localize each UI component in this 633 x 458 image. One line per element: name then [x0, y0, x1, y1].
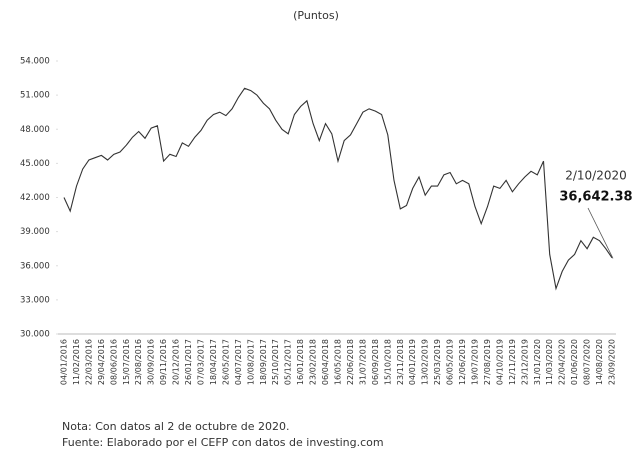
note: Nota: Con datos al 2 de octubre de 2020. [62, 420, 289, 433]
x-tick-label: 08/06/2016 [109, 339, 118, 385]
x-tick-label: 14/08/2020 [595, 339, 604, 385]
x-tick-label: 26/05/2017 [221, 339, 230, 385]
x-tick-label: 20/12/2016 [172, 339, 181, 385]
y-tick-label: 48.000 [20, 125, 50, 135]
chart-title: (Puntos) [293, 9, 339, 22]
y-tick-label: 51.000 [20, 91, 50, 101]
x-tick-label: 23/09/2020 [608, 339, 617, 385]
x-tick-label: 04/01/2019 [408, 339, 417, 385]
x-tick-label: 26/01/2017 [184, 339, 193, 385]
x-tick-label: 22/06/2018 [346, 339, 355, 385]
x-tick-label: 06/04/2018 [321, 339, 330, 385]
x-tick-label: 09/11/2016 [159, 339, 168, 385]
x-tick-label: 04/01/2016 [60, 339, 69, 385]
annotation-arrow [587, 207, 614, 259]
y-tick-label: 45.000 [20, 159, 50, 169]
x-tick-label: 23/11/2018 [396, 339, 405, 385]
x-tick-label: 23/12/2019 [520, 339, 529, 385]
x-tick-label: 31/01/2020 [533, 339, 542, 385]
x-tick-label: 18/09/2017 [259, 339, 268, 385]
x-tick-label: 11/02/2016 [72, 339, 81, 385]
x-tick-label: 01/06/2020 [570, 339, 579, 385]
x-tick-label: 23/02/2018 [309, 339, 318, 385]
y-tick-label: 36.000 [20, 261, 50, 271]
y-tick-label: 54.000 [20, 57, 50, 67]
x-tick-label: 25/03/2019 [433, 339, 442, 385]
x-tick-label: 31/07/2018 [358, 339, 367, 385]
x-tick-label: 06/05/2019 [446, 339, 455, 385]
x-tick-label: 16/01/2018 [296, 339, 305, 385]
x-tick-label: 25/10/2017 [271, 339, 280, 385]
x-tick-label: 07/03/2017 [197, 339, 206, 385]
x-tick-label: 19/07/2019 [471, 339, 480, 385]
x-tick-label: 04/07/2017 [234, 339, 243, 385]
x-tick-label: 18/04/2017 [209, 339, 218, 385]
line [63, 87, 613, 291]
x-tick-label: 12/06/2019 [458, 339, 467, 385]
y-tick-label: 39.000 [20, 227, 50, 237]
x-tick-label: 22/03/2016 [84, 339, 93, 385]
y-tick-label: 42.000 [20, 193, 50, 203]
x-tick-label: 06/09/2018 [371, 339, 380, 385]
x-tick-label: 29/04/2016 [97, 339, 106, 385]
y-tick-label: 30.000 [20, 330, 50, 340]
x-tick-label: 16/05/2018 [334, 339, 343, 385]
x-tick-label: 15/10/2018 [383, 339, 392, 385]
x-tick-label: 27/08/2019 [483, 339, 492, 385]
x-tick-label: 13/02/2019 [421, 339, 430, 385]
y-tick-label: 33.000 [20, 295, 50, 305]
x-tick-label: 11/03/2020 [545, 339, 554, 385]
x-tick-label: 22/04/2020 [558, 339, 567, 385]
x-tick-label: 08/07/2020 [583, 339, 592, 385]
source: Fuente: Elaborado por el CEFP con datos … [62, 436, 384, 449]
annotation-date: 2/10/2020 [565, 169, 627, 183]
annotation-value: 36,642.38 [559, 190, 632, 205]
x-tick-label: 30/09/2016 [147, 339, 156, 385]
x-tick-label: 12/11/2019 [508, 339, 517, 385]
x-tick-label: 04/10/2019 [495, 339, 504, 385]
x-tick-label: 15/07/2016 [122, 339, 131, 385]
x-tick-label: 05/12/2017 [284, 339, 293, 385]
x-tick-label: 23/08/2016 [134, 339, 143, 385]
x-tick-label: 10/08/2017 [246, 339, 255, 385]
